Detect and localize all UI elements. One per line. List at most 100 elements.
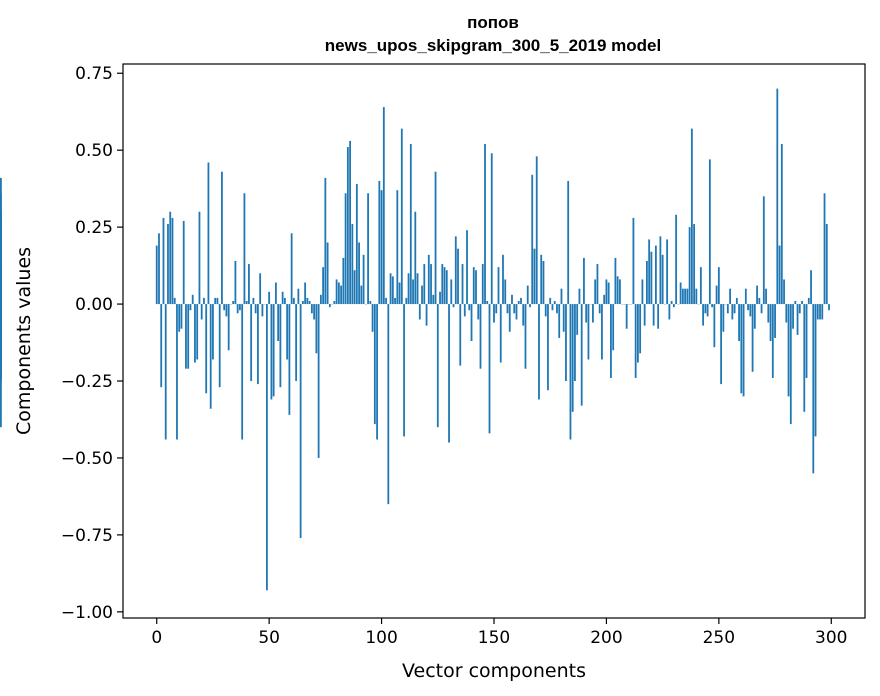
bar — [643, 304, 646, 326]
bar — [216, 297, 219, 305]
bar — [598, 304, 601, 314]
bar — [441, 264, 444, 305]
bar — [376, 304, 378, 440]
bar — [407, 273, 410, 305]
bar — [641, 279, 644, 305]
bar — [742, 304, 745, 397]
bar — [167, 224, 169, 305]
bar — [250, 304, 253, 382]
bar — [234, 260, 237, 305]
bar — [371, 304, 374, 332]
bar — [191, 294, 194, 305]
bar — [360, 285, 363, 305]
bar — [380, 190, 383, 305]
bar — [155, 245, 158, 305]
bar — [495, 304, 498, 314]
bar — [486, 300, 489, 305]
bar — [207, 162, 210, 305]
bar — [427, 254, 430, 305]
bar — [619, 279, 621, 305]
bar — [412, 279, 414, 305]
bar — [432, 294, 435, 305]
bar — [814, 304, 817, 437]
bar — [560, 288, 563, 305]
bar — [389, 273, 392, 305]
y-tick-label: −0.25 — [61, 372, 113, 392]
bar — [313, 304, 316, 320]
bar — [185, 304, 187, 369]
x-tick-label: 50 — [258, 628, 280, 648]
bar — [672, 304, 675, 308]
bar — [162, 217, 165, 305]
bar — [275, 282, 277, 305]
bar — [459, 304, 462, 366]
bar — [254, 304, 257, 314]
bar — [562, 304, 565, 332]
bar — [780, 144, 783, 305]
bar — [681, 288, 684, 305]
bar — [414, 211, 417, 305]
bar — [702, 304, 705, 326]
bar — [425, 304, 428, 326]
y-tick-label: −0.50 — [61, 449, 113, 469]
bar — [760, 304, 763, 314]
bar — [472, 267, 475, 305]
bar — [576, 304, 579, 335]
bar — [304, 282, 307, 305]
bar — [0, 304, 2, 363]
bar — [286, 304, 289, 360]
bar — [610, 304, 612, 378]
bar — [236, 304, 239, 314]
bar — [189, 304, 192, 311]
bar — [767, 304, 770, 323]
bar — [178, 304, 181, 332]
bar — [454, 236, 457, 305]
bar — [603, 294, 606, 305]
bar — [787, 304, 790, 397]
bar — [720, 304, 722, 385]
bar — [470, 304, 473, 341]
bar — [400, 128, 403, 305]
bar — [315, 304, 318, 354]
bar — [306, 297, 309, 305]
bar — [520, 297, 522, 305]
bar — [529, 304, 531, 308]
x-tick-label: 150 — [478, 628, 510, 648]
bar — [205, 304, 208, 394]
bar — [176, 304, 178, 440]
bar — [657, 304, 660, 329]
bar — [783, 279, 785, 305]
bar — [769, 304, 772, 341]
bar — [340, 285, 342, 305]
bar — [511, 294, 513, 305]
bar — [798, 304, 801, 314]
bar — [403, 304, 405, 437]
bar — [771, 304, 774, 378]
bar — [531, 174, 534, 305]
bar — [187, 304, 190, 369]
bar — [695, 288, 698, 305]
y-tick-label: 0.00 — [75, 295, 113, 315]
bar — [232, 300, 235, 305]
bar — [729, 288, 731, 305]
bar — [396, 190, 399, 305]
x-axis-label: Vector components — [402, 660, 586, 682]
bar — [317, 304, 320, 458]
bar — [648, 239, 651, 305]
bar — [324, 177, 327, 305]
bar — [805, 304, 808, 378]
bar — [344, 193, 347, 305]
bar — [342, 257, 345, 305]
bar — [391, 276, 394, 305]
bar — [731, 304, 734, 320]
bar — [182, 220, 185, 305]
bar — [614, 257, 617, 305]
bar — [515, 304, 518, 320]
bar — [333, 300, 336, 305]
bar — [288, 304, 291, 415]
bar — [353, 270, 356, 305]
bar — [549, 297, 552, 305]
bar — [693, 224, 696, 305]
bar — [616, 276, 619, 305]
bar — [277, 304, 280, 341]
